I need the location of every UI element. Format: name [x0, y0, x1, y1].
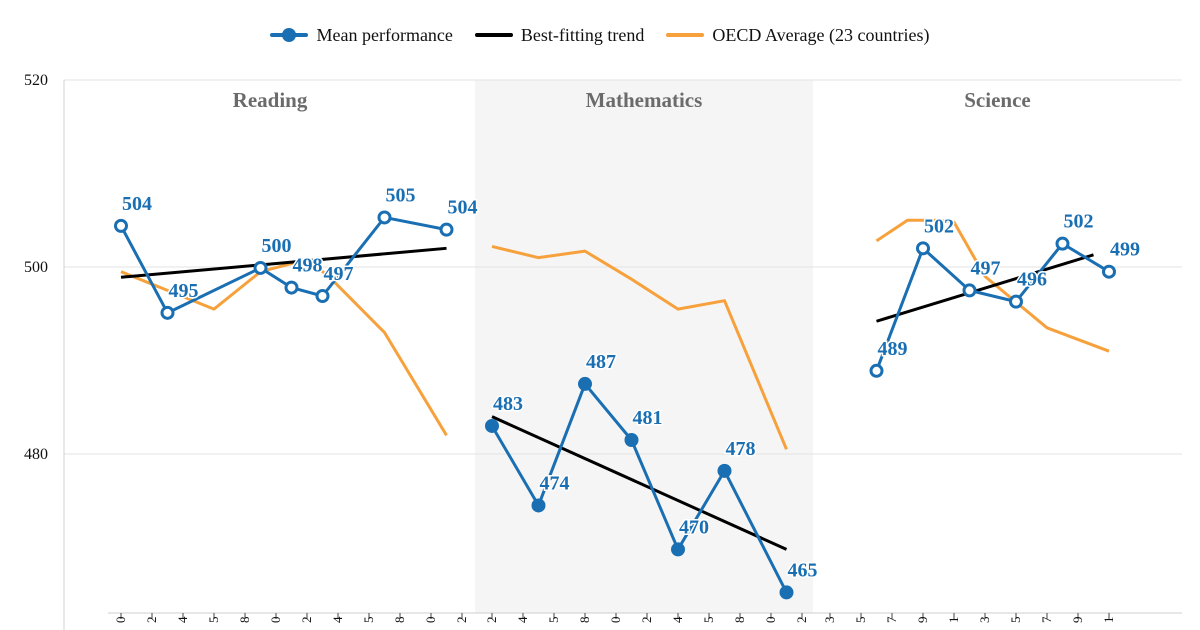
best-fitting-trend-line — [120, 246, 447, 279]
mean-point-marker — [962, 283, 977, 298]
data-label: 502 — [1064, 211, 1094, 233]
data-label: 474 — [540, 472, 570, 494]
data-label: 496 — [1017, 269, 1047, 291]
data-label: 497 — [971, 257, 1001, 279]
data-label: 502 — [924, 215, 954, 237]
x-tick-label: 0 — [763, 617, 778, 624]
y-tick-label: 520 — [24, 72, 48, 89]
x-tick-label: 4 — [515, 616, 530, 623]
x-tick-label: 2 — [639, 617, 654, 624]
legend-label-mean: Mean performance — [316, 24, 453, 45]
mean-point-marker — [779, 585, 794, 600]
data-label: 497 — [324, 263, 354, 285]
x-tick-label: 3 — [822, 617, 837, 624]
x-tick-label: 2 — [794, 617, 809, 624]
x-tick-label: 7 — [884, 616, 899, 623]
legend-swatch-trend — [474, 33, 513, 37]
x-tick-label: 2 — [299, 617, 314, 624]
x-tick-label: 4 — [670, 616, 685, 623]
mean-performance-line — [875, 242, 1110, 372]
x-tick-label: 7 — [1039, 616, 1054, 623]
panel-title: Mathematics — [586, 88, 703, 112]
best-fitting-trend-line — [491, 415, 788, 551]
x-tick-label: 5 — [361, 617, 376, 624]
data-label: 495 — [169, 280, 199, 302]
mean-point-marker — [1055, 236, 1070, 251]
mean-point-marker — [531, 498, 546, 513]
legend-label-trend: Best-fitting trend — [520, 24, 645, 45]
y-tick-label: 500 — [24, 259, 48, 276]
x-tick-label: 0 — [268, 617, 283, 624]
mean-point-marker — [485, 418, 499, 433]
mean-point-marker — [160, 305, 175, 320]
data-label: 504 — [122, 193, 152, 215]
legend-label-oecd: OECD Average (23 countries) — [712, 24, 930, 45]
mean-point-marker — [671, 542, 685, 557]
mean-point-marker — [869, 363, 884, 378]
x-tick-label: 1 — [1101, 617, 1116, 624]
legend-item-oecd[interactable]: OECD Average (23 countries) — [666, 24, 930, 46]
legend-swatch-oecd — [666, 33, 705, 37]
x-tick-label: 5 — [853, 617, 868, 624]
mean-point-marker — [253, 260, 268, 275]
mean-point-marker — [624, 433, 639, 448]
panel-background-shade — [475, 80, 813, 613]
data-label: 483 — [493, 393, 523, 415]
mean-point-marker — [1009, 294, 1023, 309]
x-tick-label: 1 — [946, 617, 961, 624]
mean-point-marker — [284, 280, 299, 295]
data-label: 481 — [633, 407, 663, 429]
data-label: 504 — [448, 197, 478, 219]
mean-point-marker — [578, 376, 592, 391]
x-tick-label: 0 — [423, 617, 438, 624]
x-tick-label: 2 — [144, 617, 159, 624]
x-tick-label: 8 — [732, 617, 747, 624]
legend-swatch-mean — [270, 28, 309, 42]
x-tick-label: 2 — [484, 617, 499, 624]
x-tick-label: 2 — [454, 617, 469, 624]
x-tick-label: 5 — [206, 617, 221, 624]
x-tick-label: 5 — [701, 617, 716, 624]
legend-item-trend[interactable]: Best-fitting trend — [474, 24, 645, 46]
data-label: 470 — [679, 516, 709, 538]
panel-title: Science — [964, 88, 1030, 112]
mean-point-marker — [439, 222, 454, 237]
data-label: 505 — [386, 184, 416, 206]
data-label: 499 — [1110, 239, 1140, 261]
oecd-average-line — [120, 258, 448, 437]
mean-point-marker — [717, 463, 732, 478]
x-tick-label: 0 — [113, 617, 128, 624]
mean-point-marker — [114, 218, 128, 233]
legend-item-mean[interactable]: Mean performance — [270, 24, 453, 46]
mean-point-marker — [315, 289, 330, 304]
data-label: 489 — [878, 338, 908, 360]
data-label: 478 — [726, 438, 756, 460]
oecd-average-line — [875, 218, 1110, 353]
x-tick-label: 4 — [330, 616, 345, 623]
legend: Mean performance Best-fitting trend OECD… — [0, 22, 1200, 48]
mean-point-marker — [1102, 264, 1116, 279]
x-tick-label: 5 — [546, 617, 561, 624]
legend-dot-icon — [282, 28, 297, 42]
mean-point-marker — [916, 241, 930, 256]
data-label: 498 — [293, 255, 323, 277]
data-label: 487 — [586, 351, 616, 373]
data-label: 500 — [262, 235, 292, 257]
best-fitting-trend-line — [876, 253, 1094, 323]
x-tick-label: 8 — [237, 617, 252, 624]
panel-title: Reading — [233, 88, 308, 112]
x-tick-label: 4 — [175, 616, 190, 623]
y-tick-label: 480 — [24, 446, 48, 463]
x-tick-label: 8 — [577, 617, 592, 624]
data-label: 465 — [788, 559, 818, 581]
x-tick-label: 9 — [1070, 617, 1085, 624]
mean-point-marker — [377, 210, 392, 225]
x-tick-label: 0 — [608, 617, 623, 624]
x-tick-label: 8 — [392, 617, 407, 624]
x-tick-label: 3 — [977, 617, 992, 624]
x-tick-label: 9 — [915, 617, 930, 624]
oecd-average-line — [491, 244, 788, 450]
x-tick-label: 5 — [1008, 617, 1023, 624]
